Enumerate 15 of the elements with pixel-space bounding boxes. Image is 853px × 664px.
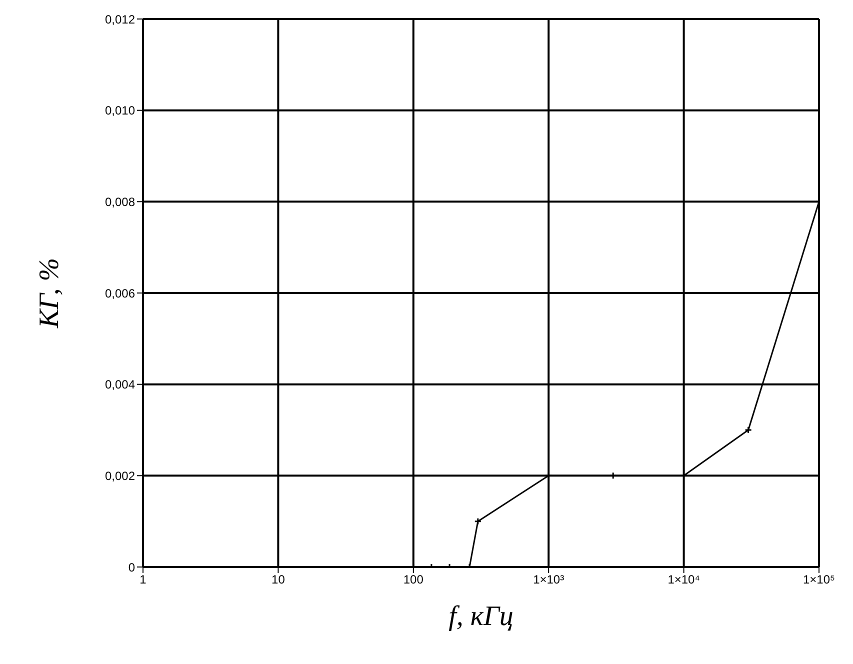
y-tick-label: 0,008	[104, 194, 136, 209]
x-tick-label: 100	[403, 572, 424, 587]
x-tick-label: 1×10⁴	[668, 572, 700, 587]
y-tick-label: 0,012	[104, 12, 136, 26]
x-tick-label: 10	[272, 572, 286, 587]
y-tick-label: 0,006	[104, 286, 136, 300]
y-tick-label: 0,010	[104, 104, 136, 118]
y-axis-title: КГ, %	[34, 258, 65, 330]
x-axis-title: f, кГц	[448, 601, 514, 632]
y-tick-label: 0	[128, 560, 136, 574]
x-tick-label: 1	[140, 572, 147, 587]
x-tick-label: 1×10⁵	[802, 572, 836, 587]
y-tick-label: 0,004	[104, 378, 136, 392]
y-tick-label: 0,002	[104, 468, 136, 483]
x-tick-label: 1×10³	[533, 572, 564, 587]
